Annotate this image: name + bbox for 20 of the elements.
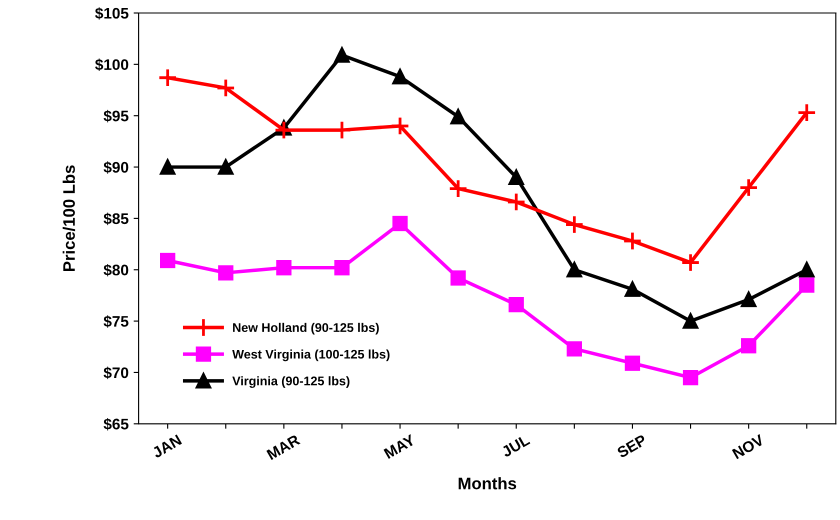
y-tick-label: $90 (104, 161, 128, 174)
y-tick-label: $105 (95, 7, 128, 20)
x-tick-label: SEP (616, 434, 648, 458)
y-axis-title: Price/100 Lbs (62, 165, 76, 272)
y-tick-label: $100 (95, 58, 128, 72)
y-tick-label: $85 (104, 212, 128, 226)
y-tick-label: $75 (104, 315, 128, 328)
x-tick-label: JAN (151, 434, 182, 458)
legend-label: Virginia (90-125 lbs) (232, 376, 350, 388)
x-axis-title: Months (458, 477, 516, 490)
x-tick-label: MAR (266, 434, 301, 460)
legend-label: West Virginia (100-125 lbs) (232, 349, 390, 362)
y-tick-label: $95 (104, 110, 128, 122)
x-tick-label: NOV (732, 434, 765, 460)
x-tick-label: JUL (500, 434, 530, 458)
y-tick-label: $65 (104, 418, 128, 430)
x-tick-label: MAY (384, 434, 416, 459)
legend-label: New Holland (90-125 lbs) (233, 322, 379, 334)
y-tick-label: $80 (104, 264, 128, 276)
y-tick-label: $70 (104, 366, 128, 380)
